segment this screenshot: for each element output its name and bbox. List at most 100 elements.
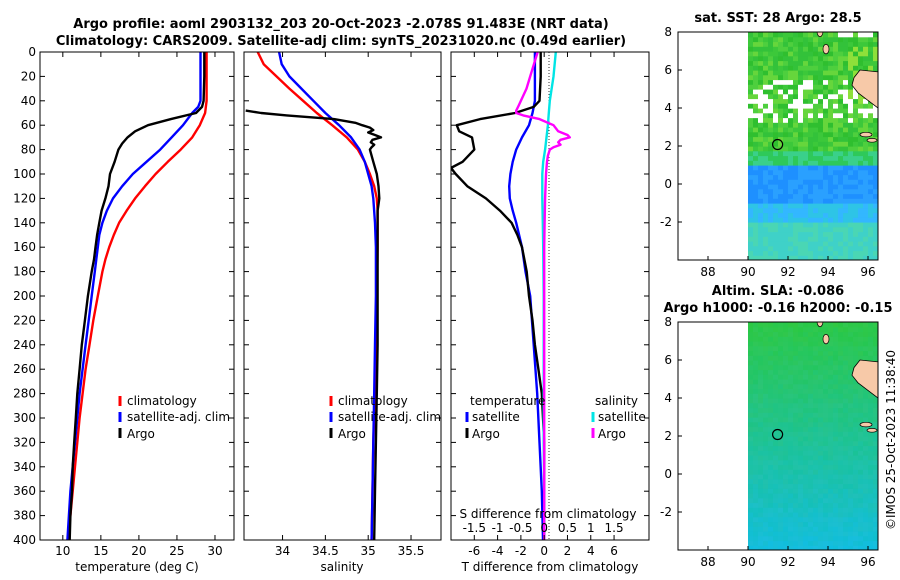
legend-argo-label: Argo (338, 427, 366, 441)
map-cell (818, 165, 824, 171)
land-island (816, 322, 824, 328)
map-cell (823, 212, 829, 218)
map-cell (873, 245, 878, 252)
s-diff-tick-label: -1.5 (463, 521, 486, 535)
map-cell (773, 393, 779, 399)
map-cell (768, 331, 774, 337)
map-cell (868, 188, 874, 195)
map-cell (823, 483, 829, 489)
map-cell (793, 217, 799, 223)
map-cell (783, 402, 789, 409)
map-cell (853, 502, 859, 508)
map-cell (858, 521, 864, 527)
map-cell (818, 535, 824, 542)
map-cell (793, 393, 799, 399)
map-cell (828, 483, 834, 489)
map-cell (773, 179, 779, 185)
map-cell (793, 84, 799, 90)
map-cell (838, 322, 844, 328)
map-cell (828, 212, 834, 218)
map-cell (783, 131, 789, 138)
map-cell (823, 136, 829, 142)
map-cell (873, 341, 878, 347)
map-cell (803, 383, 809, 390)
map-cell (813, 398, 819, 404)
map-cell (828, 469, 834, 475)
map-cell (828, 146, 834, 152)
map-cell (868, 155, 874, 161)
map-cell (793, 198, 799, 204)
map-cell (853, 426, 859, 432)
map-cell (843, 426, 849, 432)
map-cell (783, 431, 789, 437)
map-cell (748, 117, 754, 123)
map-cell (768, 369, 774, 375)
map-cell (788, 70, 794, 76)
map-cell (823, 379, 829, 385)
map-cell (803, 474, 809, 480)
map-cell (818, 412, 824, 418)
map-cell (833, 464, 839, 470)
map-cell (858, 160, 864, 166)
map-cell (808, 222, 814, 228)
map-cell (833, 350, 839, 356)
map-cell (758, 488, 764, 494)
map-cell (768, 150, 774, 157)
map-cell (838, 41, 844, 47)
map-cell (778, 60, 784, 66)
map-cell (843, 241, 849, 247)
map-cell (788, 179, 794, 185)
s-diff-tick-label: -1 (492, 521, 504, 535)
map-cell (803, 127, 809, 133)
map-cell (808, 136, 814, 142)
map-cell (808, 417, 814, 423)
map-cell (808, 169, 814, 176)
lat-tick-label: 4 (664, 391, 672, 405)
map-cell (778, 84, 784, 90)
map-cell (863, 336, 869, 342)
map-cell (763, 355, 769, 361)
map-cell (778, 155, 784, 161)
map-cell (778, 507, 784, 513)
map-cell (833, 108, 839, 114)
map-cell (833, 483, 839, 489)
map-cell (853, 150, 859, 157)
temperature-x-ticks: 10 15 20 25 30 (55, 52, 223, 558)
map-cell (858, 502, 864, 508)
map-cell (833, 236, 839, 242)
map-cell (783, 521, 789, 527)
map-cell (783, 103, 789, 109)
map-cell (873, 440, 878, 447)
map-cell (793, 440, 799, 447)
map-cell (753, 32, 759, 38)
map-cell (823, 203, 829, 209)
map-cell (843, 483, 849, 489)
map-cell (813, 84, 819, 90)
map-cell (748, 55, 754, 62)
map-cell (833, 150, 839, 157)
map-cell (783, 93, 789, 100)
map-cell (858, 412, 864, 418)
map-cell (763, 436, 769, 442)
map-cell (833, 540, 839, 546)
map-cell (778, 326, 784, 333)
map-cell (763, 122, 769, 128)
map-cell (848, 540, 854, 546)
map-cell (783, 493, 789, 499)
map-cell (753, 431, 759, 437)
map-cell (773, 474, 779, 480)
map-cell (803, 350, 809, 356)
map-cell (748, 379, 754, 385)
map-cell (868, 450, 874, 456)
map-cell (753, 60, 759, 66)
map-cell (818, 364, 824, 371)
map-cell (853, 174, 859, 180)
map-cell (863, 231, 869, 237)
map-cell (793, 108, 799, 114)
map-cell (843, 469, 849, 475)
map-cell (848, 345, 854, 352)
map-cell (748, 127, 754, 133)
map-cell (788, 174, 794, 180)
map-cell (858, 122, 864, 128)
map-cell (853, 521, 859, 527)
